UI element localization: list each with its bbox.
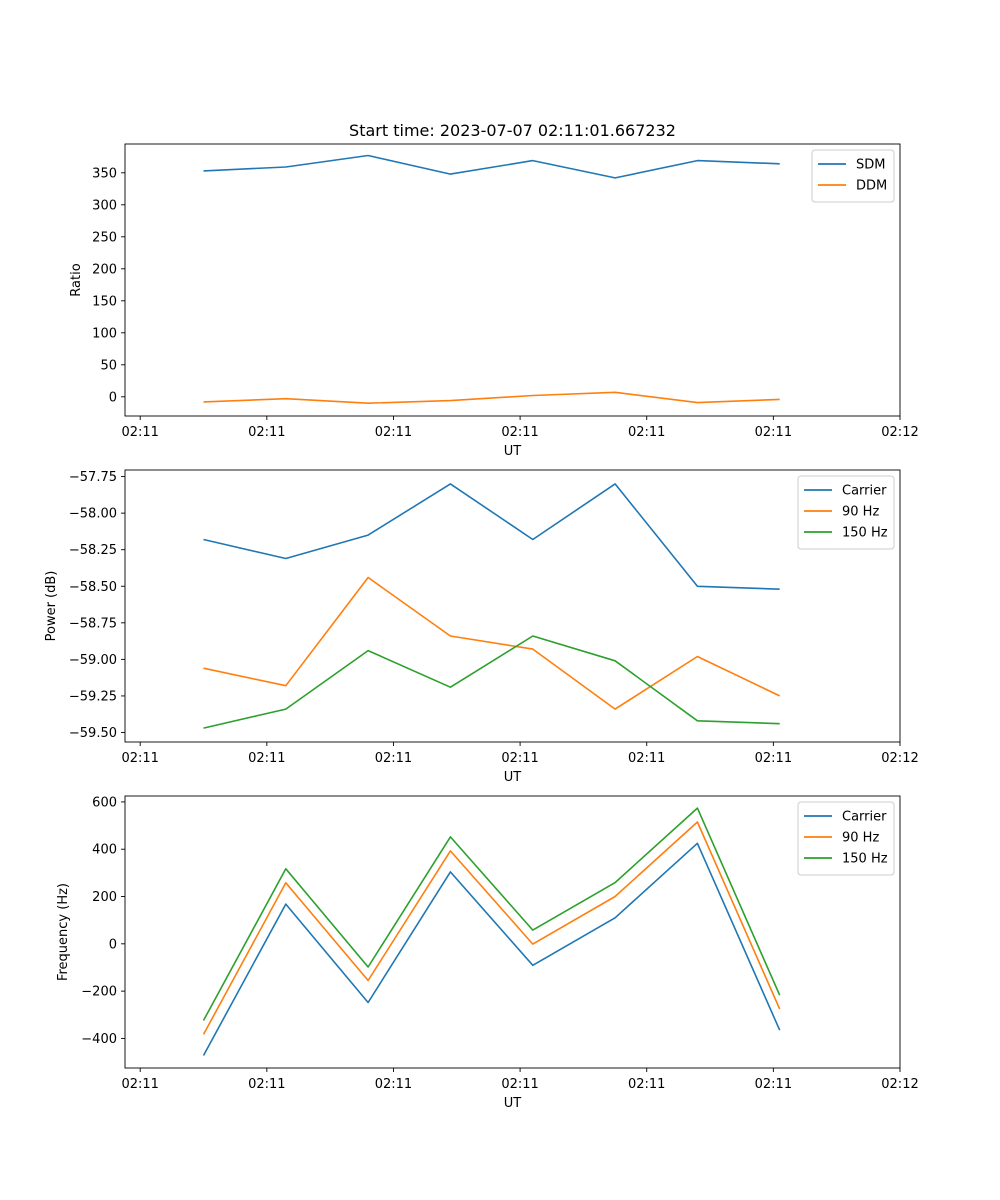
y-tick-label: −400 xyxy=(81,1032,117,1047)
legend: Carrier 90 Hz 150 Hz xyxy=(797,801,895,876)
x-tick-label: 02:11 xyxy=(501,1077,538,1092)
legend-label: SDM xyxy=(856,158,885,173)
legend-label: Carrier xyxy=(842,810,887,825)
y-tick-label: −58.50 xyxy=(69,580,117,595)
series-line-sdm xyxy=(203,154,780,179)
x-tick-label: 02:11 xyxy=(501,751,538,766)
legend-label: 150 Hz xyxy=(842,526,888,541)
y-axis-label: Power (dB) xyxy=(44,571,59,642)
legend-label: 90 Hz xyxy=(842,831,879,846)
y-tick-label: −58.00 xyxy=(69,507,117,522)
y-tick-label: 100 xyxy=(92,326,117,341)
axes-frame xyxy=(124,469,901,743)
x-tick-label: 02:11 xyxy=(121,751,158,766)
x-tick-label: 02:11 xyxy=(628,425,665,440)
x-tick-label: 02:11 xyxy=(248,1077,285,1092)
x-tick-label: 02:11 xyxy=(375,425,412,440)
series-line-90-hz xyxy=(202,821,781,1035)
x-tick-label: 02:11 xyxy=(628,1077,665,1092)
y-tick-label: 200 xyxy=(92,262,117,277)
y-tick-label: 400 xyxy=(92,843,117,858)
x-axis-label: UT xyxy=(504,1096,522,1111)
legend-label: 90 Hz xyxy=(842,505,879,520)
y-tick-label: −59.50 xyxy=(69,726,117,741)
x-axis-label: UT xyxy=(504,770,522,785)
chart-title: Start time: 2023-07-07 02:11:01.667232 xyxy=(349,121,676,140)
x-tick-label: 02:12 xyxy=(881,425,918,440)
x-tick-label: 02:11 xyxy=(755,751,792,766)
legend-box xyxy=(811,149,895,203)
y-tick-label: 250 xyxy=(92,230,117,245)
x-tick-label: 02:11 xyxy=(375,751,412,766)
x-tick-label: 02:11 xyxy=(755,1077,792,1092)
y-tick-label: −59.00 xyxy=(69,653,117,668)
series-line-carrier xyxy=(202,842,781,1056)
legend-label: DDM xyxy=(856,179,887,194)
x-tick-label: 02:11 xyxy=(628,751,665,766)
y-tick-label: −200 xyxy=(81,985,117,1000)
y-tick-label: 50 xyxy=(100,358,117,373)
y-tick-label: 600 xyxy=(92,795,117,810)
axes-frame xyxy=(124,795,901,1069)
x-tick-label: 02:12 xyxy=(881,1077,918,1092)
series-line-150-hz xyxy=(203,635,780,729)
y-axis-label: Ratio xyxy=(69,263,84,296)
y-tick-label: 350 xyxy=(92,166,117,181)
x-tick-label: 02:12 xyxy=(881,751,918,766)
x-tick-label: 02:11 xyxy=(248,751,285,766)
legend-label: Carrier xyxy=(842,484,887,499)
x-tick-label: 02:11 xyxy=(121,1077,158,1092)
x-tick-label: 02:11 xyxy=(375,1077,412,1092)
y-tick-label: −59.25 xyxy=(69,689,117,704)
x-tick-label: 02:11 xyxy=(248,425,285,440)
legend-label: 150 Hz xyxy=(842,852,888,867)
subplot-3: 02:11 02:11 02:11 02:11 02:11 02:11 02:12 −400 −… xyxy=(56,795,919,1111)
series-line-90-hz xyxy=(203,576,781,710)
y-tick-label: 200 xyxy=(92,890,117,905)
x-tick-label: 02:11 xyxy=(121,425,158,440)
y-tick-label: 0 xyxy=(109,390,117,405)
x-tick-label: 02:11 xyxy=(755,425,792,440)
y-tick-label: 300 xyxy=(92,198,117,213)
axes-frame xyxy=(124,143,901,417)
legend-box xyxy=(797,801,895,876)
subplot-1: Start time: 2023-07-07 02:11:01.66723202… xyxy=(69,121,919,459)
series-line-carrier xyxy=(203,483,780,590)
x-tick-label: 02:11 xyxy=(501,425,538,440)
x-axis-label: UT xyxy=(504,444,522,459)
subplot-2: 02:11 02:11 02:11 02:11 02:11 02:11 02:12 −59.5… xyxy=(44,469,919,785)
series-line-ddm xyxy=(203,391,780,405)
series-line-150-hz xyxy=(202,807,781,1021)
y-tick-label: −58.25 xyxy=(69,543,117,558)
y-tick-label: 0 xyxy=(109,937,117,952)
y-tick-label: −57.75 xyxy=(69,470,117,485)
y-tick-label: 150 xyxy=(92,294,117,309)
legend: Carrier 90 Hz 150 Hz xyxy=(797,475,895,550)
legend-box xyxy=(797,475,895,550)
y-axis-label: Frequency (Hz) xyxy=(56,883,71,981)
y-tick-label: −58.75 xyxy=(69,616,117,631)
legend: SDM DDM xyxy=(811,149,895,203)
